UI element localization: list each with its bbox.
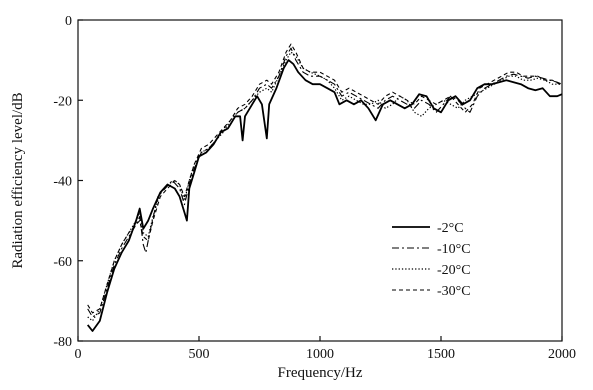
- y-tick-label: 0: [65, 14, 72, 29]
- legend-label: -10°C: [437, 242, 471, 257]
- legend: -2°C -10°C -20°C -30°C: [392, 221, 471, 299]
- y-tick-label: -20: [53, 94, 72, 109]
- series-line: [86, 59, 563, 332]
- legend-label: -20°C: [437, 263, 471, 278]
- x-axis-title: Frequency/Hz: [278, 365, 363, 381]
- x-tick-label: 0: [75, 347, 82, 362]
- plot-area-frame: [77, 19, 563, 342]
- y-tick-label: -80: [53, 335, 72, 350]
- y-tick-label: -40: [53, 175, 72, 190]
- y-axis-title: Radiation efficiency level/dB: [10, 92, 26, 268]
- x-tick-label: 1000: [306, 347, 334, 362]
- y-axis: -80 -60 -40 -20 0: [53, 14, 83, 350]
- x-tick-label: 2000: [548, 347, 576, 362]
- series-line: [87, 43, 562, 314]
- x-tick-label: 1500: [427, 347, 455, 362]
- y-tick-label: -60: [53, 255, 72, 270]
- x-tick-label: 500: [189, 347, 210, 362]
- x-axis: 0 500 1000 1500 2000: [75, 336, 576, 362]
- series-layer: [86, 43, 563, 332]
- series-line: [87, 47, 563, 318]
- legend-label: -30°C: [437, 284, 471, 299]
- series-line: [87, 51, 562, 322]
- legend-label: -2°C: [437, 221, 464, 236]
